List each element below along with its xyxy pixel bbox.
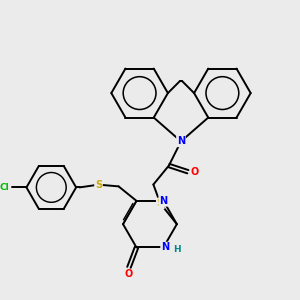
Text: O: O (125, 269, 133, 279)
Text: N: N (161, 242, 169, 253)
Text: Cl: Cl (0, 183, 9, 192)
Text: S: S (157, 199, 164, 208)
Text: N: N (159, 196, 167, 206)
Text: S: S (95, 180, 102, 190)
Text: H: H (173, 245, 180, 254)
Text: N: N (177, 136, 185, 146)
Text: O: O (191, 167, 199, 177)
